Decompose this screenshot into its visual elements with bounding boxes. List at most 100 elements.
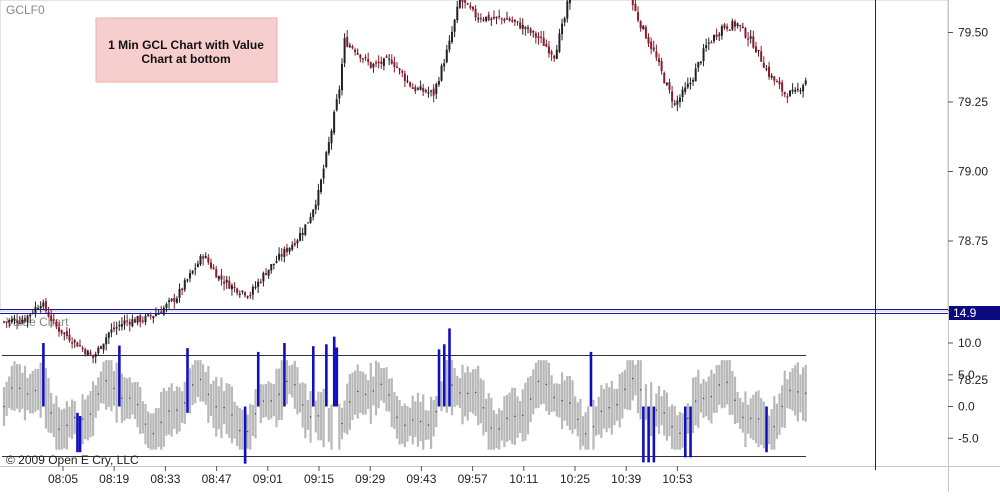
candle-body: [186, 279, 189, 281]
value-close-dot: [97, 393, 99, 395]
value-bar: [251, 404, 254, 436]
candle-body: [338, 89, 341, 99]
value-bar: [736, 391, 739, 424]
candle-body: [346, 36, 349, 47]
value-bar-extreme: [42, 343, 45, 407]
candle-body: [335, 99, 338, 111]
value-close-dot: [600, 410, 602, 413]
value-close-dot: [254, 413, 257, 415]
value-bar: [298, 383, 302, 413]
candle-body: [97, 347, 100, 354]
value-close-dot: [459, 392, 461, 394]
value-tick-label: 0.0: [958, 400, 975, 414]
candle-body: [71, 342, 74, 344]
value-close-dot: [805, 392, 807, 394]
candle-body: [692, 79, 695, 82]
candle-body: [58, 327, 61, 332]
candle-body: [288, 247, 291, 252]
value-bar: [209, 384, 213, 416]
value-bar: [678, 411, 682, 450]
candle-body: [561, 23, 564, 35]
value-bar: [526, 377, 530, 435]
value-bar: [409, 407, 412, 436]
value-bar: [154, 408, 158, 450]
value-bar-extreme: [642, 406, 645, 463]
value-bar: [484, 398, 488, 433]
value-bar: [712, 373, 716, 413]
candle-body: [385, 56, 388, 58]
candle-body: [359, 54, 362, 59]
value-close-dot: [372, 390, 375, 392]
candle-body: [238, 293, 241, 296]
candle-body: [327, 142, 330, 154]
value-close-dot: [482, 407, 485, 409]
candle-body: [63, 332, 66, 334]
value-bar: [285, 360, 289, 405]
candle-body: [215, 269, 218, 278]
candle-body: [671, 91, 674, 102]
value-bar: [636, 360, 640, 414]
value-bar: [385, 367, 388, 412]
value-close-dot: [616, 404, 618, 406]
candle-body: [228, 280, 231, 289]
value-bar: [479, 378, 482, 424]
candle-body: [684, 87, 687, 92]
value-close-dot: [640, 389, 642, 391]
candle-body: [532, 31, 535, 33]
value-close-dot: [388, 394, 390, 396]
value-bar: [359, 371, 362, 413]
candle-body: [60, 329, 63, 334]
value-bar: [571, 380, 574, 434]
value-bar: [202, 364, 205, 402]
candle-body: [804, 80, 807, 85]
candle-body: [5, 321, 8, 323]
value-close-dot: [278, 393, 280, 395]
candle-body: [382, 58, 385, 67]
candle-body: [456, 6, 459, 21]
value-bar: [469, 372, 472, 413]
candle-body: [443, 63, 446, 67]
candle-body: [301, 232, 304, 235]
candle-body: [312, 209, 315, 217]
candle-body: [89, 352, 92, 355]
candle-body: [781, 82, 784, 92]
candle-body: [317, 189, 320, 206]
value-bar: [23, 365, 27, 421]
value-close-dot: [207, 393, 209, 395]
value-bar: [487, 393, 490, 450]
candle-body: [136, 316, 139, 323]
candle-body: [773, 76, 776, 81]
value-bar: [650, 382, 653, 437]
value-close-dot: [231, 414, 233, 416]
value-bar: [63, 408, 66, 449]
candle-body: [435, 83, 438, 94]
candle-body: [660, 61, 663, 72]
value-close-dot: [215, 406, 217, 408]
value-bar-extreme: [311, 346, 315, 407]
value-bar: [149, 413, 152, 450]
candle-body: [178, 288, 181, 298]
candle-body: [367, 58, 370, 62]
value-bar: [532, 369, 535, 415]
value-bar: [338, 403, 341, 450]
candle-body: [377, 61, 380, 64]
annotation-line-2: Chart at bottom: [141, 52, 230, 66]
candle-body: [144, 316, 147, 323]
candle-body: [244, 292, 247, 296]
value-close-dot: [137, 404, 139, 406]
value-bar: [550, 375, 553, 413]
candle-body: [634, 3, 637, 11]
value-bar: [429, 396, 433, 449]
candle-body: [152, 316, 155, 319]
candle-body: [160, 311, 163, 314]
value-bar: [555, 383, 558, 417]
candle-body: [650, 41, 653, 49]
candle-body: [749, 36, 752, 39]
candle-body: [513, 19, 516, 22]
value-close-dot: [514, 415, 516, 417]
value-bar: [68, 406, 71, 438]
candle-body: [768, 66, 771, 77]
candle-body: [375, 62, 378, 64]
